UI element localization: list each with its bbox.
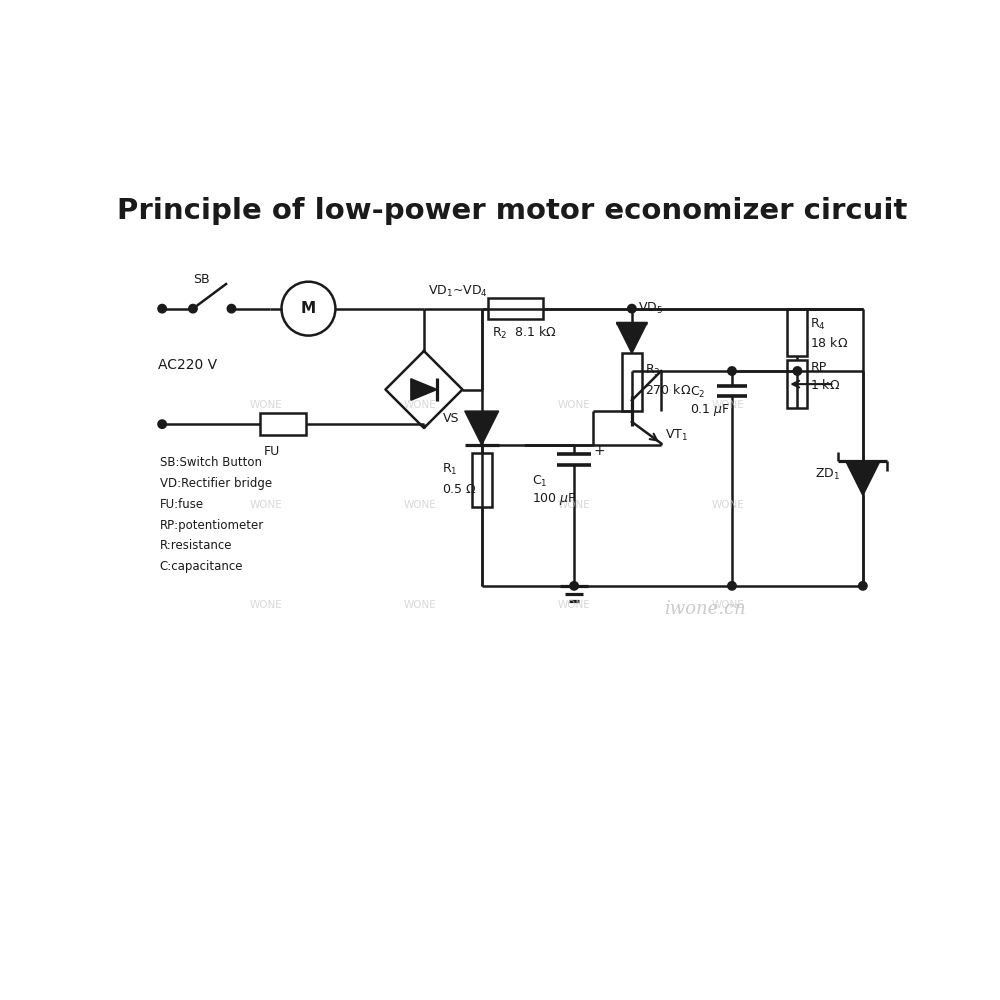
Bar [787,360,807,408]
Text: FU: FU [264,445,280,458]
Text: ZD$_1$: ZD$_1$ [815,467,840,482]
Text: 0.1 $\mu$F: 0.1 $\mu$F [690,402,730,418]
Text: R$_3$: R$_3$ [645,363,661,378]
Circle shape [793,367,802,375]
Text: +: + [593,444,605,458]
Bar [472,453,492,507]
Circle shape [728,582,736,590]
Text: Principle of low-power motor economizer circuit: Principle of low-power motor economizer … [117,197,908,225]
Bar [260,413,306,435]
Bar [488,298,543,319]
Text: WONE: WONE [558,500,590,510]
Text: SB: SB [193,273,210,286]
Text: WONE: WONE [712,600,744,610]
Text: WONE: WONE [558,600,590,610]
Text: C$_1$: C$_1$ [532,474,547,489]
Text: 270 k$\Omega$: 270 k$\Omega$ [645,383,691,397]
Bar [787,309,807,356]
Circle shape [158,304,166,313]
Circle shape [227,304,236,313]
Circle shape [628,304,636,313]
Text: WONE: WONE [712,500,744,510]
Circle shape [189,304,197,313]
Text: WONE: WONE [250,400,282,410]
Text: R$_2$  8.1 k$\Omega$: R$_2$ 8.1 k$\Omega$ [492,325,557,341]
Text: WONE: WONE [404,500,436,510]
Circle shape [158,420,166,428]
Polygon shape [616,323,647,353]
Text: WONE: WONE [712,400,744,410]
Text: R$_4$: R$_4$ [810,317,826,332]
Text: M: M [301,301,316,316]
Text: AC220 V: AC220 V [158,358,217,372]
Text: WONE: WONE [250,500,282,510]
Text: VD:Rectifier bridge: VD:Rectifier bridge [160,477,272,490]
Text: VD$_1$~VD$_4$: VD$_1$~VD$_4$ [428,284,488,299]
Text: WONE: WONE [558,400,590,410]
Text: 1 k$\Omega$: 1 k$\Omega$ [810,378,841,392]
Text: FU:fuse: FU:fuse [160,498,204,511]
Bar [622,353,642,411]
Text: VS: VS [443,412,460,425]
Text: VD$_5$: VD$_5$ [638,301,663,316]
Polygon shape [465,411,499,445]
Circle shape [728,367,736,375]
Text: R:resistance: R:resistance [160,539,232,552]
Circle shape [570,582,578,590]
Circle shape [859,582,867,590]
Text: WONE: WONE [250,600,282,610]
Text: C$_2$: C$_2$ [690,385,705,400]
Text: iwone.cn: iwone.cn [664,600,746,618]
Text: VT$_1$: VT$_1$ [665,428,688,443]
Text: C:capacitance: C:capacitance [160,560,243,573]
Text: WONE: WONE [404,400,436,410]
Polygon shape [411,379,437,400]
Polygon shape [846,461,880,495]
Text: WONE: WONE [404,600,436,610]
Text: 0.5 $\Omega$: 0.5 $\Omega$ [442,483,477,496]
Text: 18 k$\Omega$: 18 k$\Omega$ [810,336,849,350]
Text: SB:Switch Button: SB:Switch Button [160,456,262,469]
Text: R$_1$: R$_1$ [442,462,457,477]
Text: RP:potentiometer: RP:potentiometer [160,519,264,532]
Text: RP: RP [810,361,827,374]
Text: 100 $\mu$F: 100 $\mu$F [532,491,576,507]
